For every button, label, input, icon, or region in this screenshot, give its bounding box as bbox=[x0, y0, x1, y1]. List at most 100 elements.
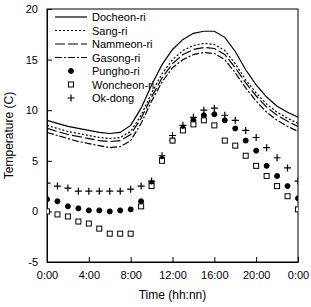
series-point bbox=[232, 117, 239, 124]
series-point bbox=[55, 199, 60, 204]
series-point bbox=[107, 209, 112, 214]
series-point bbox=[275, 173, 280, 178]
series-point bbox=[243, 153, 248, 158]
series-point bbox=[284, 164, 291, 171]
series-point bbox=[296, 207, 299, 212]
series-point bbox=[128, 207, 133, 212]
x-tick-mark bbox=[173, 257, 174, 262]
legend-label: Woncheon-ri bbox=[92, 79, 154, 91]
legend-label: Gasong-ri bbox=[92, 52, 140, 64]
series-point bbox=[211, 105, 218, 112]
series-point bbox=[55, 212, 60, 217]
legend-swatch bbox=[55, 57, 87, 58]
series-point bbox=[179, 122, 186, 129]
x-tick-mark bbox=[89, 257, 90, 262]
series-point bbox=[85, 188, 92, 195]
legend-label: Sang-ri bbox=[92, 25, 127, 37]
x-tick-label: 12:00 bbox=[159, 269, 187, 281]
series-line bbox=[47, 47, 298, 141]
series-line bbox=[47, 31, 298, 133]
x-tick-mark bbox=[214, 257, 215, 262]
series-point bbox=[159, 152, 166, 159]
series-point bbox=[127, 186, 134, 193]
series-point bbox=[191, 122, 196, 127]
legend: Docheon-ri Sang-riNammeon-ri Gasong-riPung… bbox=[55, 11, 154, 104]
series-point bbox=[264, 173, 269, 178]
y-tick: 10 bbox=[26, 104, 52, 116]
series-line bbox=[47, 53, 298, 148]
legend-swatch bbox=[69, 82, 74, 87]
legend-entry: Woncheon-ri bbox=[69, 79, 155, 91]
legend-swatch bbox=[55, 30, 87, 31]
y-tick-label: 5 bbox=[32, 155, 38, 167]
series-point bbox=[118, 208, 123, 213]
x-tick: 0:00 bbox=[288, 257, 309, 281]
series-point bbox=[242, 127, 249, 134]
y-tick-label: -5 bbox=[28, 256, 38, 268]
legend-swatch bbox=[69, 69, 74, 74]
y-tick-mark bbox=[47, 110, 52, 111]
x-tick-label: 20:00 bbox=[243, 269, 271, 281]
x-tick-mark bbox=[298, 257, 299, 262]
x-tick-label: 4:00 bbox=[79, 269, 100, 281]
series-point bbox=[169, 132, 176, 139]
series-point bbox=[86, 208, 91, 213]
series-point bbox=[212, 112, 217, 117]
y-tick: 0 bbox=[32, 205, 52, 217]
series-point bbox=[47, 209, 50, 214]
series-point bbox=[138, 183, 145, 190]
series-point bbox=[264, 163, 269, 168]
series-point bbox=[274, 154, 281, 161]
series-point bbox=[107, 231, 112, 236]
data-marks bbox=[47, 31, 298, 236]
series-point bbox=[128, 231, 133, 236]
series-point bbox=[233, 143, 238, 148]
series-point bbox=[263, 144, 270, 151]
series-point bbox=[285, 194, 290, 199]
y-tick-mark bbox=[47, 60, 52, 61]
series-point bbox=[96, 188, 103, 195]
x-tick: 20:00 bbox=[243, 257, 271, 281]
legend-label: Ok-dong bbox=[92, 92, 134, 104]
x-tick: 4:00 bbox=[79, 257, 100, 281]
y-axis-line bbox=[47, 10, 48, 263]
y-tick: 5 bbox=[32, 155, 52, 167]
x-tick-label: 0:00 bbox=[37, 269, 58, 281]
y-tick-mark bbox=[47, 9, 52, 10]
legend-swatch bbox=[68, 95, 75, 102]
series-point bbox=[97, 208, 102, 213]
legend-label: Docheon-ri bbox=[92, 11, 146, 23]
series-point bbox=[212, 123, 217, 128]
series-point bbox=[65, 214, 70, 219]
series-point bbox=[285, 184, 290, 189]
x-tick-mark bbox=[256, 257, 257, 262]
x-tick-label: 8:00 bbox=[120, 269, 141, 281]
y-tick: 20 bbox=[26, 3, 52, 15]
series-point bbox=[118, 231, 123, 236]
y-tick: 15 bbox=[26, 54, 52, 66]
series-point bbox=[233, 126, 238, 131]
x-axis-line bbox=[48, 262, 299, 263]
legend-entry: Nammeon-ri bbox=[55, 38, 153, 50]
series-point bbox=[117, 188, 124, 195]
series-point bbox=[76, 219, 81, 224]
legend-entry: Pungho-ri bbox=[69, 65, 140, 77]
y-tick-mark bbox=[47, 262, 52, 263]
x-tick: 16:00 bbox=[201, 257, 229, 281]
series-line bbox=[47, 43, 298, 138]
series-point bbox=[54, 183, 61, 190]
series-point bbox=[254, 148, 259, 153]
series-point bbox=[64, 185, 71, 192]
y-axis: -5 0 5 10 15 20 bbox=[26, 3, 52, 268]
series-point bbox=[275, 184, 280, 189]
series-point bbox=[47, 180, 51, 187]
series-point bbox=[65, 204, 70, 209]
y-tick: -5 bbox=[28, 256, 52, 268]
legend-label: Nammeon-ri bbox=[92, 38, 153, 50]
series-point bbox=[97, 226, 102, 231]
legend-entry: Ok-dong bbox=[68, 92, 135, 104]
series-point bbox=[139, 204, 144, 209]
legend-entry: Sang-ri bbox=[55, 25, 127, 37]
series-point bbox=[221, 112, 228, 119]
y-tick-label: 0 bbox=[32, 205, 38, 217]
